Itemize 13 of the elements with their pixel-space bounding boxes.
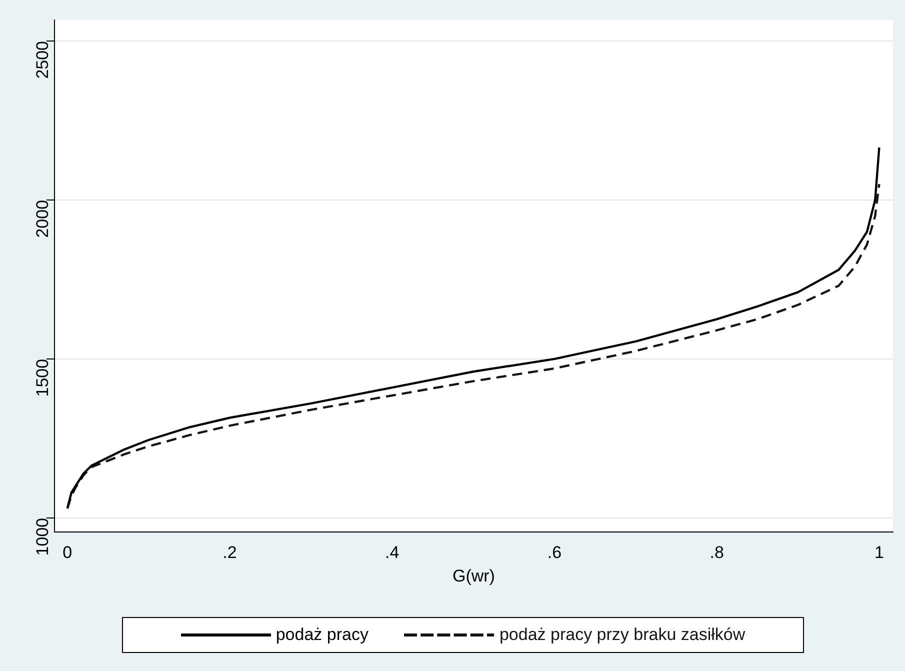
y-tick-label: 2000: [33, 200, 52, 238]
y-tick-label: 1500: [33, 358, 52, 397]
y-tick-label: 2500: [33, 40, 52, 79]
x-tick-label: .6: [547, 543, 562, 562]
x-tick-label: 0: [62, 543, 72, 562]
x-axis-title: G(wr): [452, 566, 495, 586]
text: podaż pracy przy braku zasiłków: [499, 625, 746, 645]
x-tick-label: .2: [222, 543, 237, 562]
y-tick-label: 1000: [33, 518, 52, 556]
x-tick-label: .4: [385, 543, 400, 562]
x-tick-label: .8: [710, 543, 724, 562]
x-tick-label: 1: [874, 543, 884, 562]
text: podaż pracy: [276, 625, 368, 645]
